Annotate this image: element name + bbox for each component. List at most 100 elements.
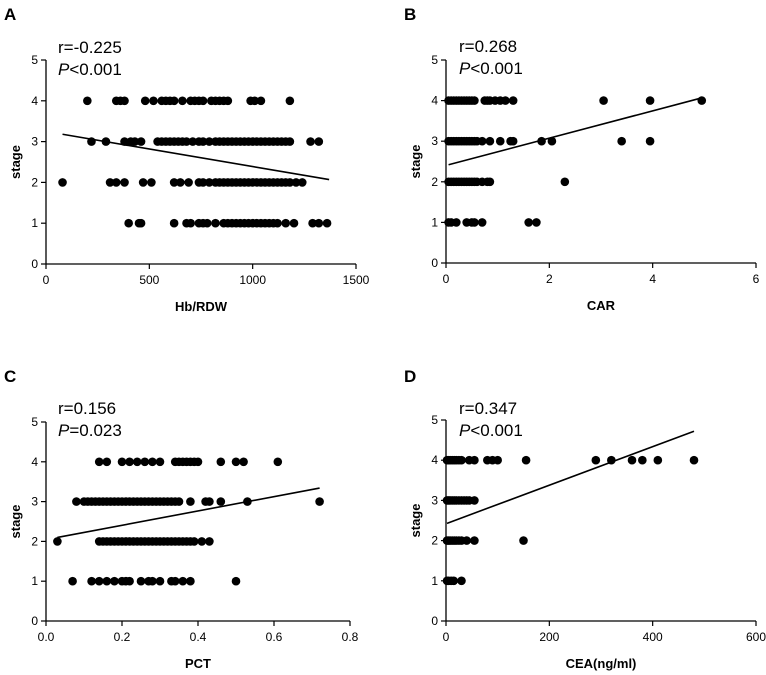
data-point xyxy=(493,455,502,465)
data-point xyxy=(136,576,146,586)
p-number: =0.023 xyxy=(69,421,121,440)
data-point xyxy=(449,576,459,586)
regression-line xyxy=(448,97,700,166)
data-point xyxy=(281,218,291,228)
data-point xyxy=(285,96,295,106)
data-point xyxy=(308,218,317,228)
correlation-r: r=0.347 xyxy=(459,399,517,418)
data-point xyxy=(477,218,487,227)
data-point xyxy=(140,457,150,467)
data-point xyxy=(120,96,129,106)
data-point xyxy=(186,576,195,586)
y-tick-label: 2 xyxy=(431,534,438,548)
data-point xyxy=(223,96,233,106)
data-point xyxy=(216,457,226,467)
data-point xyxy=(508,136,518,146)
y-tick-label: 5 xyxy=(31,53,38,67)
y-tick-label: 5 xyxy=(431,413,438,427)
data-point xyxy=(147,178,156,187)
data-point xyxy=(169,178,179,187)
data-point xyxy=(130,137,140,146)
data-point xyxy=(231,576,241,586)
data-point xyxy=(645,96,655,105)
data-point xyxy=(149,96,158,106)
y-tick-label: 5 xyxy=(431,53,438,67)
data-point xyxy=(470,536,479,545)
data-point xyxy=(689,455,699,465)
data-point xyxy=(462,536,471,545)
data-point xyxy=(136,218,146,228)
data-point xyxy=(495,136,505,146)
data-point xyxy=(560,177,570,187)
data-point xyxy=(521,455,531,465)
data-point xyxy=(204,137,214,146)
y-tick-label: 2 xyxy=(31,534,38,548)
data-point xyxy=(155,576,165,586)
data-point xyxy=(148,576,157,586)
y-tick-label: 3 xyxy=(31,495,38,509)
data-point xyxy=(68,576,77,586)
data-point xyxy=(83,96,92,106)
data-point xyxy=(645,136,655,146)
data-point xyxy=(125,457,134,467)
x-tick-label: 200 xyxy=(539,630,559,644)
p-number: <0.001 xyxy=(69,60,121,79)
x-tick-label: 0 xyxy=(443,630,450,644)
x-tick-label: 0 xyxy=(443,272,450,286)
data-point xyxy=(178,96,187,106)
panel-b: Br=0.268 P<0.001 0 1 2 3 4 5 0 2 4 6 CAR stage xyxy=(404,5,760,313)
data-point xyxy=(188,137,198,146)
y-axis-title: stage xyxy=(8,145,23,179)
data-point xyxy=(289,218,299,228)
data-point xyxy=(470,96,479,105)
panel-d: Dr=0.347 P<0.001 0 1 2 3 4 5 0 200 400 600 CEA(ng/ml… xyxy=(404,367,766,671)
p-value: P<0.001 xyxy=(459,421,523,440)
data-point xyxy=(508,96,518,105)
data-point xyxy=(205,497,214,506)
y-tick-label: 3 xyxy=(431,134,438,148)
y-tick-label: 4 xyxy=(431,94,438,108)
data-point xyxy=(314,218,324,228)
p-value: P<0.001 xyxy=(459,59,523,78)
x-tick-label: 4 xyxy=(649,272,656,286)
y-tick-label: 1 xyxy=(431,215,438,229)
data-point xyxy=(547,136,557,146)
correlation-r: r=0.156 xyxy=(58,399,116,418)
data-point xyxy=(204,178,214,187)
data-point xyxy=(532,218,541,227)
data-point xyxy=(197,537,207,546)
x-tick-label: 1500 xyxy=(343,273,370,287)
x-axis-title: PCT xyxy=(185,656,211,671)
panel-letter: D xyxy=(404,367,416,386)
x-tick-label: 1000 xyxy=(239,273,266,287)
y-tick-label: 3 xyxy=(31,135,38,149)
data-point xyxy=(599,96,608,105)
panel-c: Cr=0.156 P=0.023 0 1 2 3 4 5 0.0 0.2 0.4 0.6 0.8 PCT s… xyxy=(4,367,359,671)
data-point xyxy=(501,96,510,105)
y-tick-label: 3 xyxy=(431,493,438,507)
x-tick-label: 600 xyxy=(746,630,766,644)
correlation-r: r=0.268 xyxy=(459,37,517,56)
data-point xyxy=(105,178,115,187)
y-tick-label: 4 xyxy=(431,453,438,467)
data-point xyxy=(124,218,133,228)
x-tick-label: 400 xyxy=(643,630,663,644)
data-point xyxy=(94,457,104,467)
data-point xyxy=(87,576,96,586)
data-point xyxy=(120,178,129,187)
x-tick-label: 2 xyxy=(546,272,553,286)
data-point xyxy=(111,178,121,187)
y-tick-label: 0 xyxy=(431,256,438,270)
y-axis-title: stage xyxy=(8,505,23,539)
data-point xyxy=(653,455,663,465)
data-point xyxy=(110,576,119,586)
data-point xyxy=(297,178,307,187)
y-tick-label: 0 xyxy=(31,614,38,628)
data-point xyxy=(627,455,637,465)
data-point xyxy=(591,455,601,465)
data-point xyxy=(169,96,179,106)
data-point xyxy=(457,576,466,586)
data-point xyxy=(202,218,212,228)
data-point xyxy=(178,576,188,586)
